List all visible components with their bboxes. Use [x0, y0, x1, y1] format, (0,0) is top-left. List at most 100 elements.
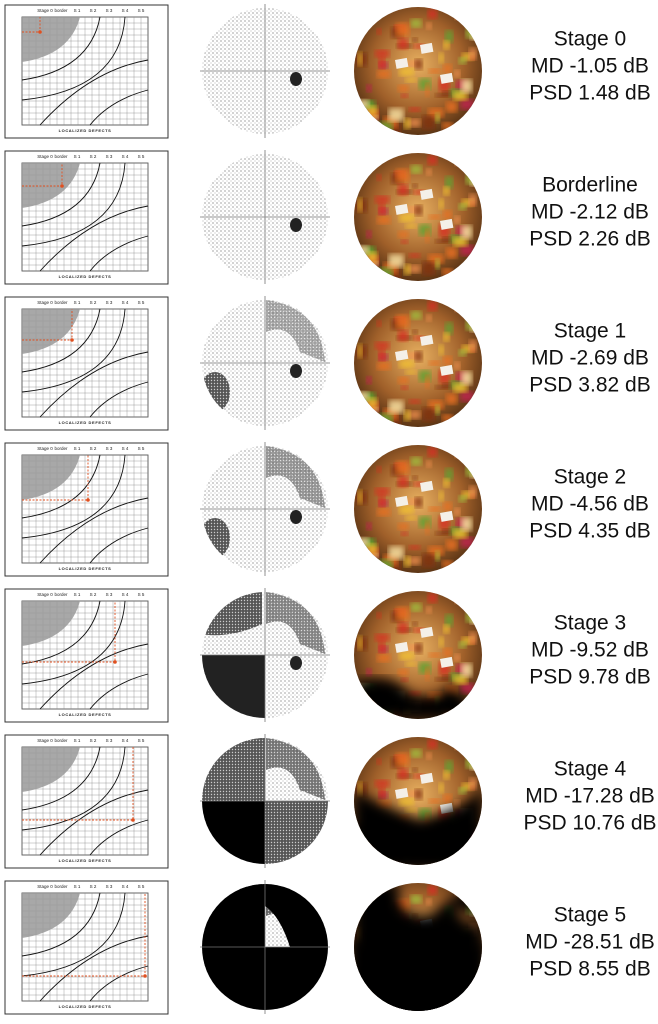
produce [405, 223, 417, 229]
produce [356, 9, 365, 18]
produce [469, 632, 477, 644]
produce [461, 782, 474, 791]
produce [365, 119, 372, 127]
produce [472, 126, 482, 131]
scotoma [354, 790, 482, 865]
produce [461, 79, 473, 93]
produce [409, 253, 421, 258]
gss-gray-zone [22, 601, 80, 646]
produce [438, 223, 450, 238]
simulated-view [354, 153, 482, 281]
produce [428, 360, 441, 366]
gss-curve [39, 205, 149, 272]
produce [460, 537, 475, 548]
gss-curve [21, 162, 126, 247]
gss-curve [21, 308, 126, 393]
produce [461, 52, 474, 61]
produce [365, 557, 372, 565]
produce [379, 267, 393, 279]
produce [426, 898, 432, 906]
produce [378, 202, 386, 215]
produce [399, 67, 414, 77]
produce [470, 911, 482, 917]
produce [454, 11, 460, 20]
produce [458, 349, 467, 357]
produce [472, 856, 482, 861]
produce [470, 262, 482, 276]
price-sign [395, 641, 409, 653]
gss-chart: Stage 0 border S 1 S 2 S 3 S 4 S 5 LOCALIZED DE… [4, 150, 169, 285]
produce [397, 768, 408, 780]
produce [399, 359, 414, 369]
produce [461, 490, 474, 499]
vf-blind-spot [290, 72, 302, 86]
produce [453, 675, 468, 685]
produce [426, 22, 432, 30]
produce [414, 789, 423, 800]
gss-header-label: S 4 [122, 300, 129, 305]
produce [376, 28, 382, 35]
produce [418, 516, 431, 528]
produce [472, 710, 482, 715]
produce [443, 502, 452, 512]
gss-gray-zone [22, 455, 80, 500]
gss-header-label: S 5 [138, 884, 145, 889]
produce [367, 397, 378, 410]
produce [422, 407, 436, 422]
produce [397, 476, 408, 488]
produce [427, 593, 438, 603]
gss-curve [21, 162, 101, 227]
produce [460, 245, 475, 256]
simulated-view [354, 445, 482, 573]
produce [443, 478, 450, 488]
produce [443, 356, 452, 366]
produce [410, 749, 422, 758]
produce [442, 122, 453, 130]
scotoma [354, 678, 482, 719]
produce [397, 38, 408, 50]
produce [428, 798, 441, 804]
produce [454, 157, 460, 166]
gss-header-label: S 2 [90, 592, 97, 597]
produce [435, 550, 440, 561]
md-label: MD -17.28 dB [525, 785, 655, 808]
vf-defect [202, 947, 265, 1010]
simulated-view [354, 7, 482, 135]
produce [409, 691, 421, 696]
gss-gray-zone [22, 309, 80, 354]
produce [375, 633, 390, 642]
produce [470, 116, 482, 130]
gss-header-label: S 4 [122, 592, 129, 597]
produce [469, 486, 477, 498]
gss-header-label: S 3 [106, 738, 113, 743]
produce [378, 348, 386, 361]
gss-header-label: S 5 [138, 154, 145, 159]
simulated-view [354, 883, 482, 1011]
produce [453, 383, 468, 393]
produce [427, 301, 438, 311]
produce [470, 35, 482, 41]
produce [377, 215, 391, 225]
produce [376, 466, 382, 473]
produce [400, 531, 408, 536]
produce [427, 9, 438, 19]
produce [405, 369, 417, 375]
produce [356, 301, 365, 310]
produce [442, 90, 451, 96]
produce [375, 487, 390, 496]
produce [410, 603, 422, 612]
produce [388, 546, 404, 560]
produce [438, 369, 450, 384]
simulated-view [354, 737, 482, 865]
produce [396, 461, 410, 475]
produce [460, 683, 475, 694]
produce [472, 418, 482, 423]
produce [445, 176, 454, 189]
gss-marker [131, 818, 135, 822]
produce [453, 529, 468, 539]
produce [438, 77, 450, 92]
produce [426, 752, 432, 760]
produce [377, 799, 391, 809]
